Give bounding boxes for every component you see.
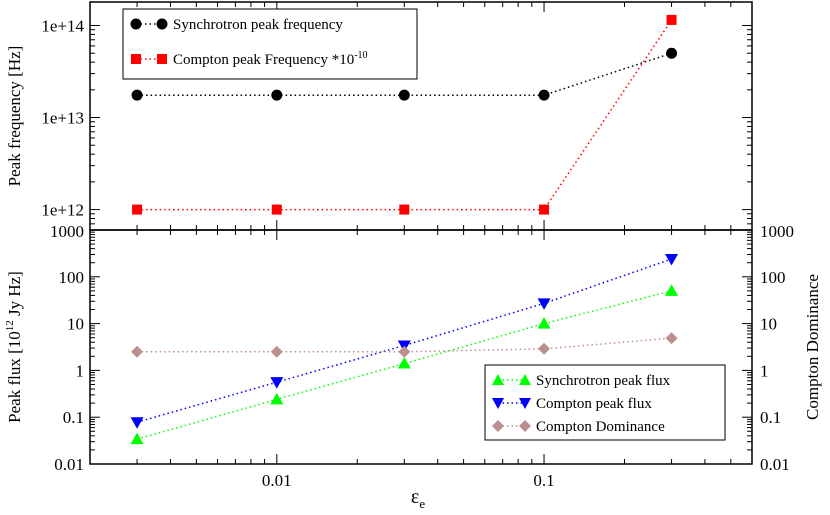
bottom-right-axis-label: Compton Dominance bbox=[803, 274, 822, 420]
x-axis-label: εe bbox=[411, 486, 425, 511]
bottom-series bbox=[130, 254, 679, 445]
data-point-synchrotron-peak-flux bbox=[537, 317, 551, 329]
right-y-tick-label: 1 bbox=[760, 361, 769, 380]
data-point-compton-peak-flux bbox=[130, 417, 144, 429]
bottom-x-ticks: 0.01 0.1 bbox=[89, 230, 753, 490]
right-y-tick-label: 100 bbox=[760, 268, 786, 287]
legend-marker-compton-dominance-b bbox=[519, 420, 531, 432]
data-point-compton-peak-frequency-10 bbox=[271, 204, 282, 215]
legend-marker-compton-flux-a bbox=[492, 398, 504, 409]
y-tick-label: 0.1 bbox=[63, 408, 84, 427]
data-point-synchrotron-peak-flux bbox=[397, 357, 411, 369]
data-point-compton-peak-flux bbox=[537, 298, 551, 310]
data-point-compton-dominance bbox=[131, 345, 144, 358]
legend-label-synch-flux: Synchrotron peak flux bbox=[536, 373, 671, 389]
legend-label-compton-dominance: Compton Dominance bbox=[536, 419, 665, 435]
data-point-compton-peak-flux bbox=[270, 377, 284, 389]
y-tick-label: 1e+12 bbox=[41, 201, 84, 220]
data-point-synchrotron-peak-frequency bbox=[538, 89, 550, 101]
data-point-synchrotron-peak-flux bbox=[130, 432, 144, 445]
x-tick-label: 0.01 bbox=[262, 471, 292, 490]
top-panel: 1e+12 1e+13 1e+14 Synchrotron peak frequen… bbox=[5, 1, 753, 231]
bottom-y-ticks: 0.01 0.01 0.1 0.1 1 1 10 10 100 100 1000 1000 bbox=[50, 222, 794, 474]
y-tick-label: 1e+13 bbox=[41, 109, 84, 128]
y-tick-label: 10 bbox=[67, 315, 84, 334]
legend-marker-synch-freq-b bbox=[156, 18, 168, 30]
data-point-compton-dominance bbox=[665, 332, 678, 345]
legend-marker-synch-flux-a bbox=[492, 374, 504, 385]
top-legend: Synchrotron peak frequency Compton peak … bbox=[122, 8, 418, 80]
data-point-compton-peak-frequency-10 bbox=[399, 204, 410, 215]
data-point-compton-dominance bbox=[270, 345, 283, 358]
legend-label-compton-freq: Compton peak Frequency *10-10 bbox=[173, 50, 368, 68]
data-point-synchrotron-peak-flux bbox=[665, 284, 679, 296]
top-y-axis-label: Peak frequency [Hz] bbox=[5, 46, 24, 187]
y-tick-label: 1000 bbox=[50, 222, 84, 241]
bottom-y-axis-label: Peak flux [1012 Jy Hz] bbox=[4, 271, 24, 423]
y-tick-label: 100 bbox=[59, 268, 85, 287]
right-y-tick-label: 10 bbox=[760, 315, 777, 334]
x-tick-label: 0.1 bbox=[533, 471, 554, 490]
y-tick-label: 1e+14 bbox=[41, 16, 84, 35]
top-y-ticks: 1e+12 1e+13 1e+14 bbox=[41, 16, 752, 231]
legend-marker-compton-freq-a bbox=[131, 54, 141, 64]
data-point-compton-peak-frequency-10 bbox=[666, 14, 677, 25]
y-tick-label: 0.01 bbox=[54, 455, 84, 474]
data-point-synchrotron-peak-frequency bbox=[666, 47, 678, 59]
data-point-compton-dominance bbox=[538, 342, 551, 355]
data-point-compton-peak-frequency-10 bbox=[539, 204, 550, 215]
series-line-compton-peak-flux bbox=[136, 258, 672, 423]
data-point-synchrotron-peak-frequency bbox=[398, 89, 410, 101]
legend-marker-compton-freq-b bbox=[157, 54, 167, 64]
data-point-synchrotron-peak-frequency bbox=[131, 89, 143, 101]
bottom-plot-frame bbox=[89, 229, 753, 465]
top-legend-box bbox=[122, 8, 418, 80]
data-point-compton-peak-frequency-10 bbox=[132, 204, 143, 215]
legend-marker-compton-flux-b bbox=[519, 398, 531, 409]
y-tick-label: 1 bbox=[76, 361, 85, 380]
data-point-synchrotron-peak-flux bbox=[270, 392, 284, 405]
legend-marker-compton-dominance-a bbox=[492, 420, 504, 432]
bottom-legend: Synchrotron peak flux Compton peak flux … bbox=[484, 364, 726, 441]
top-series bbox=[131, 14, 678, 215]
legend-label-compton-flux: Compton peak flux bbox=[536, 396, 652, 412]
data-point-compton-dominance bbox=[398, 345, 411, 358]
right-y-tick-label: 0.1 bbox=[760, 408, 781, 427]
data-point-synchrotron-peak-frequency bbox=[271, 89, 283, 101]
legend-marker-synch-flux-b bbox=[519, 374, 531, 385]
legend-marker-synch-freq-a bbox=[130, 18, 142, 30]
data-point-compton-peak-flux bbox=[665, 254, 679, 266]
right-y-tick-label: 1000 bbox=[760, 222, 794, 241]
legend-label-synch-freq: Synchrotron peak frequency bbox=[173, 17, 343, 33]
right-y-tick-label: 0.01 bbox=[760, 455, 790, 474]
